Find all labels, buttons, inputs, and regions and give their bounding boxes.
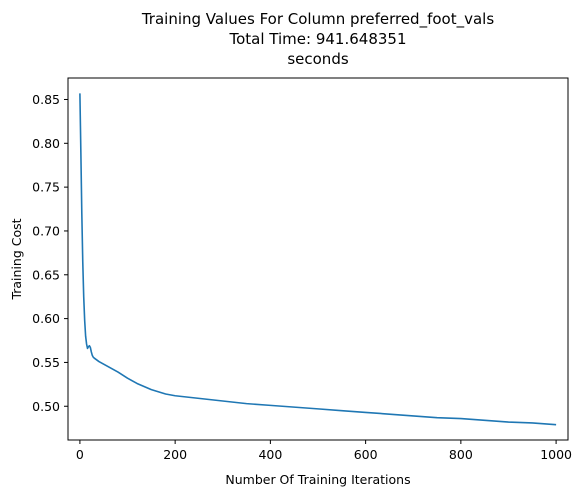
x-axis-label: Number Of Training Iterations (225, 472, 410, 487)
chart-title-line-2: Total Time: 941.648351 (229, 30, 407, 48)
x-tick-label: 0 (76, 447, 84, 462)
y-axis-label: Training Cost (9, 218, 24, 300)
x-tick-label: 800 (449, 447, 473, 462)
axes-frame (67, 77, 569, 441)
x-tick-label: 200 (163, 447, 187, 462)
series-line-0 (79, 93, 557, 426)
x-tick-label: 1000 (540, 447, 572, 462)
plot-area (79, 93, 557, 426)
x-axis: 0 200 400 600 800 1000 (76, 440, 572, 462)
y-tick-label: 0.55 (32, 355, 60, 370)
y-tick-label: 0.65 (32, 267, 60, 282)
y-tick-label: 0.60 (32, 311, 60, 326)
chart-title-line-3: seconds (287, 50, 348, 68)
y-axis: 0.50 0.55 0.60 0.65 0.70 0.75 0.80 0.85 (32, 92, 68, 414)
x-tick-label: 400 (258, 447, 282, 462)
y-tick-label: 0.75 (32, 180, 60, 195)
chart-title-line-1: Training Values For Column preferred_foo… (141, 10, 494, 29)
y-tick-label: 0.50 (32, 399, 60, 414)
x-tick-label: 600 (354, 447, 378, 462)
y-tick-label: 0.80 (32, 136, 60, 151)
y-tick-label: 0.70 (32, 223, 60, 238)
y-tick-label: 0.85 (32, 92, 60, 107)
